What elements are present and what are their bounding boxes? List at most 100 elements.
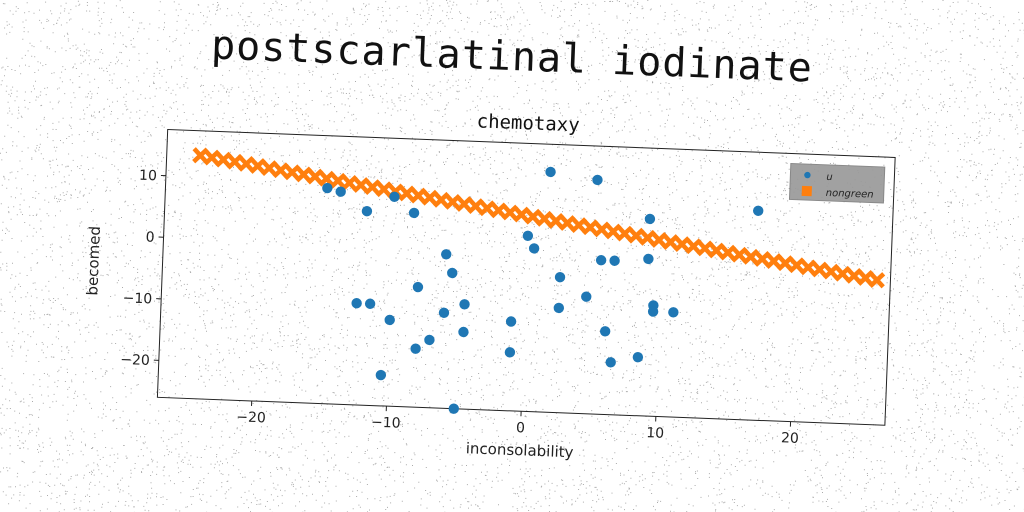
u-point <box>322 182 333 194</box>
u-point <box>364 298 376 309</box>
plot-marks <box>192 147 886 414</box>
u-point <box>384 314 395 326</box>
y-tick-label: 10 <box>139 168 157 185</box>
u-point <box>528 243 540 254</box>
nongreen-marker <box>306 168 324 185</box>
nongreen-marker <box>410 187 427 204</box>
u-point <box>505 316 517 327</box>
nongreen-marker <box>536 210 553 228</box>
u-point <box>447 267 458 279</box>
u-point <box>335 186 346 197</box>
nongreen-marker <box>421 189 439 206</box>
nongreen-marker <box>192 147 209 164</box>
scatter-chart: chemotaxy −20 −10 0 10 20 −20 −10 0 10 inconsol… <box>83 110 896 461</box>
x-tick-label: −20 <box>236 409 266 426</box>
legend-marker-nongreen <box>801 185 812 197</box>
nongreen-marker <box>776 254 794 272</box>
u-point <box>412 281 424 293</box>
legend-marker-u <box>804 171 811 179</box>
y-axis: −20 −10 0 10 <box>120 168 166 369</box>
u-point <box>545 166 556 178</box>
u-point <box>581 291 592 302</box>
nongreen-marker <box>627 227 645 244</box>
nongreen-marker <box>559 214 576 232</box>
chart-title: chemotaxy <box>476 110 580 136</box>
y-tick-label: 0 <box>145 230 155 246</box>
u-point <box>459 299 470 310</box>
chart-legend: u nongreen <box>788 162 886 204</box>
nongreen-marker <box>673 235 691 253</box>
u-point <box>592 174 603 186</box>
u-point <box>644 213 656 225</box>
y-axis-label: becomed <box>83 226 104 296</box>
u-point <box>441 249 452 260</box>
nongreen-marker <box>375 180 393 198</box>
nongreen-marker <box>822 263 840 280</box>
plot-frame <box>156 128 896 426</box>
legend-box <box>788 162 886 204</box>
nongreen-marker <box>719 244 737 261</box>
u-point <box>554 271 566 283</box>
nongreen-marker <box>650 231 668 249</box>
nongreen-marker <box>604 223 622 240</box>
nongreen-marker <box>318 170 335 187</box>
nongreen-marker <box>467 197 484 215</box>
nongreen-marker <box>215 151 232 168</box>
legend-entry-nongreen: nongreen <box>826 188 874 201</box>
nongreen-marker <box>364 178 381 196</box>
x-tick-label: 20 <box>781 430 799 447</box>
x-tick-label: 10 <box>646 425 664 442</box>
nongreen-marker <box>708 242 725 259</box>
u-point <box>458 326 469 338</box>
nongreen-marker <box>582 218 599 236</box>
nongreen-marker <box>478 199 496 217</box>
u-point <box>632 352 644 363</box>
u-point <box>408 207 420 219</box>
nongreen-marker <box>845 267 863 285</box>
nongreen-marker <box>799 259 817 276</box>
u-point <box>389 191 400 202</box>
nongreen-marker <box>295 166 312 183</box>
x-tick-label: 0 <box>516 420 526 436</box>
u-point <box>375 369 387 381</box>
nongreen-marker <box>455 195 473 213</box>
u-point <box>522 230 534 242</box>
nongreen-marker <box>203 149 221 166</box>
u-point <box>361 205 373 217</box>
u-point <box>553 302 565 314</box>
u-point <box>605 357 616 368</box>
u-point <box>448 403 459 414</box>
nongreen-marker <box>742 248 760 266</box>
x-tick-label: −10 <box>371 415 401 432</box>
nongreen-marker <box>341 174 358 192</box>
nongreen-marker <box>283 164 301 181</box>
nongreen-marker <box>765 252 783 270</box>
u-point <box>668 307 679 318</box>
nongreen-marker <box>593 221 611 238</box>
u-point <box>595 255 607 266</box>
nongreen-marker <box>432 191 450 209</box>
nongreen-marker <box>857 269 874 287</box>
nongreen-marker <box>490 202 507 219</box>
nongreen-marker <box>788 257 805 274</box>
nongreen-marker <box>329 172 347 190</box>
nongreen-marker <box>685 237 702 255</box>
u-point <box>410 343 421 354</box>
u-point <box>647 306 659 317</box>
nongreen-marker <box>662 233 679 251</box>
nongreen-marker <box>501 204 519 221</box>
nongreen-marker <box>249 157 267 175</box>
nongreen-marker <box>260 159 278 177</box>
u-point <box>599 326 611 337</box>
nongreen-marker <box>238 155 255 173</box>
nongreen-marker <box>524 208 542 225</box>
nongreen-marker <box>731 246 748 263</box>
chart-figure: chemotaxy −20 −10 0 10 20 −20 −10 0 10 inconsol… <box>63 82 917 486</box>
u-point <box>424 334 435 346</box>
y-tick-label: −20 <box>120 352 150 369</box>
nongreen-marker <box>754 250 771 268</box>
nongreen-marker <box>444 193 461 211</box>
nongreen-marker <box>570 216 588 234</box>
nongreen-marker <box>868 271 886 289</box>
nongreen-marker <box>352 176 370 194</box>
